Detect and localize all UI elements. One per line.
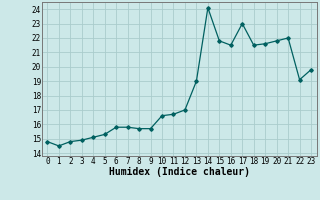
- X-axis label: Humidex (Indice chaleur): Humidex (Indice chaleur): [109, 167, 250, 177]
